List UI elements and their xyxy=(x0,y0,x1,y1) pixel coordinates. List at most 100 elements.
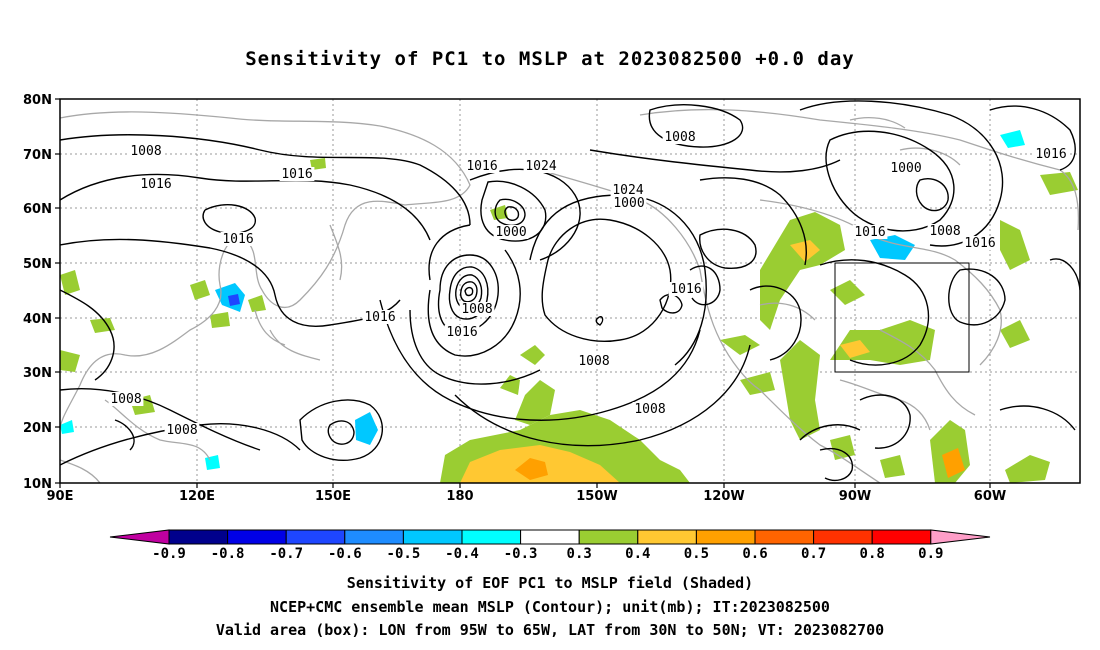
plot-frame xyxy=(59,98,1081,484)
colorbar-swatch xyxy=(871,529,932,545)
contour-label-bg xyxy=(610,183,646,197)
contour-label: 1016 xyxy=(446,325,477,340)
contour-label: 1016 xyxy=(466,159,497,174)
lat-label: 40N xyxy=(23,312,52,327)
contour-label-bg xyxy=(164,423,200,437)
contour-label-bg xyxy=(138,177,174,191)
colorbar-tick-label: 0.6 xyxy=(742,546,767,562)
colorbar-tick-label: 0.5 xyxy=(684,546,709,562)
lat-label: 70N xyxy=(23,148,52,163)
contour-label-bg xyxy=(108,392,144,406)
colorbar-swatch xyxy=(285,529,346,545)
contour-label-bg xyxy=(128,144,164,158)
lat-label: 60N xyxy=(23,202,52,217)
colorbar-tick-label: -0.6 xyxy=(328,546,362,562)
contour-label: 1024 xyxy=(525,159,556,174)
contour-label-bg xyxy=(888,161,924,175)
contour-label: 1016 xyxy=(281,167,312,182)
contour-label-bg xyxy=(927,224,963,238)
lon-label: 150E xyxy=(315,489,351,504)
colorbar-tick-label: -0.7 xyxy=(269,546,303,562)
shaded-positive-sensitivity xyxy=(60,158,1078,483)
lon-label: 90E xyxy=(47,489,74,504)
colorbar-swatch xyxy=(695,529,756,545)
lon-label: 120W xyxy=(703,489,744,504)
contour-label-bg xyxy=(668,282,704,296)
contour-label-bg xyxy=(1033,147,1069,161)
lat-label: 10N xyxy=(23,477,52,492)
contour-label-bg xyxy=(576,354,612,368)
contour-label: 1008 xyxy=(130,144,161,159)
contour-label: 1008 xyxy=(664,130,695,145)
colorbar: -0.9 -0.8 -0.7 -0.6 -0.5 -0.4 -0.3 0.3 0.4 0.5 0.6… xyxy=(109,529,991,562)
contour-label-bg xyxy=(662,130,698,144)
contour-label: 1024 xyxy=(612,183,643,198)
contour-label-bg xyxy=(279,167,315,181)
contour-label: 1008 xyxy=(166,423,197,438)
caption-line-2: NCEP+CMC ensemble mean MSLP (Contour); u… xyxy=(270,598,830,616)
contour-label-bg xyxy=(611,196,647,210)
contour-label: 1000 xyxy=(890,161,921,176)
colorbar-high-extension xyxy=(930,529,991,545)
colorbar-swatch xyxy=(578,529,639,545)
contour-label-bg xyxy=(362,310,398,324)
colorbar-tick-label: 0.3 xyxy=(567,546,592,562)
contour-label: 1016 xyxy=(140,177,171,192)
caption-line-3: Valid area (box): LON from 95W to 65W, L… xyxy=(215,621,885,639)
lat-label: 50N xyxy=(23,257,52,272)
lat-label: 20N xyxy=(23,421,52,436)
lon-label: 150W xyxy=(576,489,617,504)
contour-label: 1016 xyxy=(854,225,885,240)
contour-label-bg xyxy=(962,236,998,250)
lon-label: 60W xyxy=(974,489,1006,504)
lat-label: 30N xyxy=(23,366,52,381)
chart-title: Sensitivity of PC1 to MSLP at 2023082500… xyxy=(245,48,855,70)
colorbar-tick-label: -0.4 xyxy=(445,546,479,562)
contour-label-bg xyxy=(523,159,559,173)
contour-label: 1016 xyxy=(670,282,701,297)
contour-label-bg xyxy=(464,159,500,173)
coastlines xyxy=(60,108,1080,483)
lon-label: 120E xyxy=(179,489,215,504)
contour-label: 1016 xyxy=(964,236,995,251)
colorbar-low-extension xyxy=(109,529,170,545)
colorbar-swatch xyxy=(402,529,463,545)
colorbar-swatch xyxy=(227,529,287,545)
valid-area-box xyxy=(834,262,970,373)
contour-label: 1008 xyxy=(578,354,609,369)
colorbar-tick-label: 0.7 xyxy=(801,546,826,562)
contour-label-bg xyxy=(220,232,256,246)
contour-label: 1008 xyxy=(634,402,665,417)
contour-labels: 1008101610161016101610081008101610241000… xyxy=(108,130,1069,438)
colorbar-tick-label: -0.9 xyxy=(152,546,186,562)
colorbar-swatch xyxy=(461,529,522,545)
colorbar-swatch xyxy=(344,529,404,545)
colorbar-swatch xyxy=(754,529,815,545)
caption-line-1: Sensitivity of EOF PC1 to MSLP field (Sh… xyxy=(346,574,754,592)
lat-label: 80N xyxy=(23,93,52,108)
contour-label-bg xyxy=(459,302,495,316)
colorbar-tick-label: -0.3 xyxy=(504,546,538,562)
contour-label: 1016 xyxy=(222,232,253,247)
colorbar-swatch xyxy=(168,529,229,545)
contour-label: 1008 xyxy=(929,224,960,239)
colorbar-swatch xyxy=(637,529,697,545)
colorbar-tick-label: 0.8 xyxy=(860,546,885,562)
contour-label-bg xyxy=(852,225,888,239)
contour-label: 1008 xyxy=(461,302,492,317)
colorbar-tick-label: 0.9 xyxy=(918,546,943,562)
lon-label: 90W xyxy=(839,489,871,504)
contour-label: 1000 xyxy=(613,196,644,211)
colorbar-tick-label: 0.4 xyxy=(625,546,650,562)
mslp-contours xyxy=(60,100,1080,482)
contour-label: 1016 xyxy=(1035,147,1066,162)
colorbar-tick-label: -0.5 xyxy=(387,546,421,562)
colorbar-swatch xyxy=(813,529,873,545)
colorbar-swatch xyxy=(520,529,580,545)
contour-label: 1000 xyxy=(495,225,526,240)
contour-label-bg xyxy=(493,225,529,239)
colorbar-tick-label: -0.8 xyxy=(211,546,245,562)
contour-label: 1016 xyxy=(364,310,395,325)
contour-label-bg xyxy=(444,325,480,339)
